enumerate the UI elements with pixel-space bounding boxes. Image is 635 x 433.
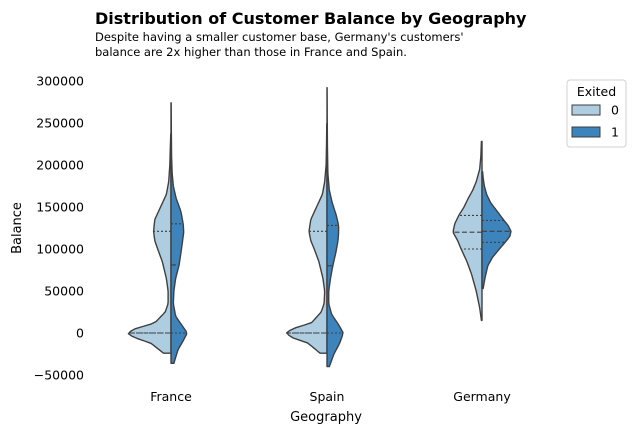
y-tick-label: 50000 — [44, 284, 84, 299]
violin-half-spain-exited-0 — [286, 123, 328, 354]
chart-subtitle-line-1: Despite having a smaller customer base, … — [95, 30, 464, 44]
y-tick-label: 300000 — [36, 74, 84, 89]
legend-label-0: 0 — [611, 103, 619, 118]
legend-label-1: 1 — [611, 125, 619, 140]
legend-swatch-0 — [571, 104, 601, 116]
y-tick-label: 200000 — [36, 158, 84, 173]
violin-half-germany-exited-1 — [481, 171, 512, 290]
legend-swatch-1 — [571, 126, 601, 138]
violin-half-germany-exited-0 — [452, 140, 483, 322]
violin-half-france-exited-0 — [127, 133, 172, 354]
violin-half-france-exited-1 — [170, 102, 188, 364]
y-axis: −50000 0 50000 100000 150000 200000 250000 3000… — [34, 74, 84, 383]
legend: Exited 0 1 — [566, 79, 627, 148]
y-axis-label: Balance — [10, 202, 25, 254]
x-axis-label: Geography — [290, 410, 362, 425]
y-tick-label: 100000 — [36, 242, 84, 257]
chart-title: Distribution of Customer Balance by Geog… — [95, 9, 527, 28]
x-tick-label: France — [150, 389, 192, 404]
y-tick-label: 150000 — [36, 200, 84, 215]
y-tick-label: 250000 — [36, 116, 84, 131]
y-tick-label: 0 — [76, 326, 84, 341]
x-tick-label: Germany — [453, 389, 511, 404]
x-axis: France Spain Germany — [150, 389, 511, 404]
violin-half-spain-exited-1 — [326, 87, 344, 368]
chart-subtitle-line-2: balance are 2x higher than those in Fran… — [95, 45, 407, 59]
y-tick-label: −50000 — [34, 368, 84, 383]
x-tick-label: Spain — [310, 389, 345, 404]
legend-title: Exited — [577, 84, 616, 99]
violins — [127, 87, 512, 368]
